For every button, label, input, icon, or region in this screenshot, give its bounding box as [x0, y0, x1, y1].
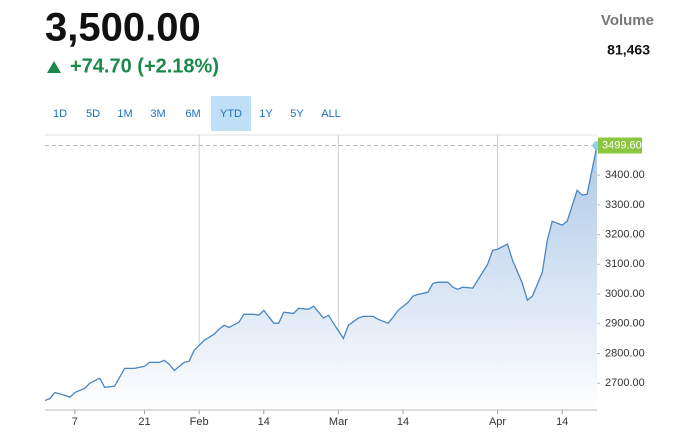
x-tick-label: 14: [397, 416, 409, 428]
last-price-label: 3499.60: [602, 139, 642, 151]
range-button[interactable]: 6M: [185, 108, 200, 120]
y-tick-label: 3400.00: [605, 169, 645, 181]
y-tick-label: 2800.00: [605, 347, 645, 359]
range-button[interactable]: YTD: [220, 108, 242, 120]
range-button[interactable]: 5D: [86, 108, 100, 120]
x-tick-label: Mar: [329, 416, 348, 428]
x-tick-label: 14: [258, 416, 270, 428]
y-tick-label: 3000.00: [605, 288, 645, 300]
up-arrow: [47, 61, 61, 73]
x-tick-label: 21: [138, 416, 150, 428]
range-button[interactable]: 1M: [117, 108, 132, 120]
price-change: +74.70 (+2.18%): [70, 55, 219, 77]
range-active-bg: [211, 96, 251, 131]
range-button[interactable]: 1Y: [259, 108, 273, 120]
range-button[interactable]: ALL: [321, 108, 341, 120]
x-tick-label: Apr: [489, 416, 506, 428]
x-tick-label: 14: [556, 416, 568, 428]
x-tick-label: 7: [72, 416, 78, 428]
area: [45, 145, 597, 410]
range-button[interactable]: 3M: [150, 108, 165, 120]
volume-label: Volume: [601, 12, 654, 29]
range-button[interactable]: 5Y: [290, 108, 304, 120]
y-tick-label: 2700.00: [605, 377, 645, 389]
range-button[interactable]: 1D: [53, 108, 67, 120]
x-tick-label: Feb: [190, 416, 209, 428]
y-tick-label: 3200.00: [605, 229, 645, 241]
last-price-box: [598, 137, 642, 154]
y-tick-label: 3100.00: [605, 258, 645, 270]
price: 3,500.00: [45, 6, 201, 50]
y-tick-label: 3300.00: [605, 199, 645, 211]
volume-value: 81,463: [607, 42, 650, 58]
y-tick-label: 2900.00: [605, 318, 645, 330]
price-line: [44, 145, 598, 402]
